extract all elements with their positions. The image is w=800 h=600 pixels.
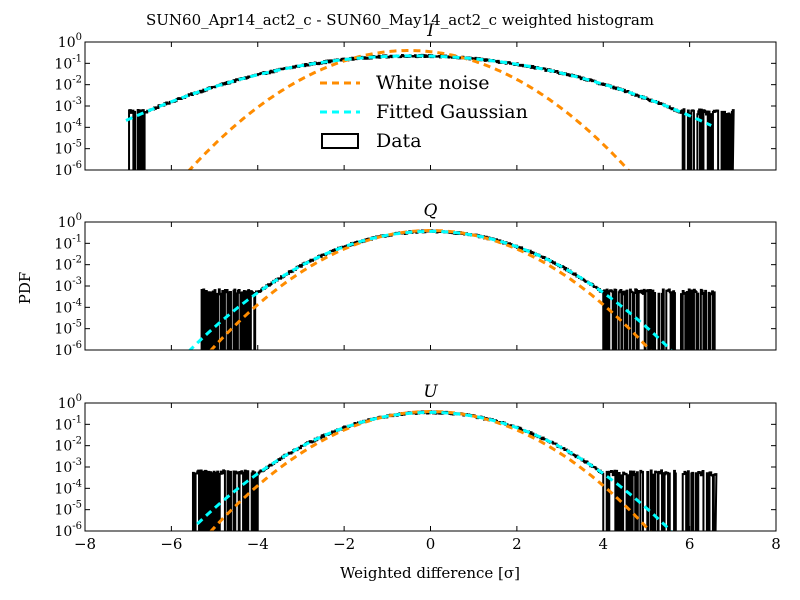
legend-item: Fitted Gaussian — [320, 101, 528, 123]
panel-title: U — [423, 382, 438, 402]
x-tick-label: 2 — [512, 535, 522, 553]
x-tick-label: 6 — [685, 535, 695, 553]
legend-swatch — [321, 133, 359, 149]
fitted-gaussian-curve — [196, 410, 673, 531]
y-tick-label: 10-4 — [54, 478, 82, 497]
fitted-gaussian-curve — [125, 54, 712, 127]
x-tick-label: −2 — [333, 535, 355, 553]
axes-frame — [84, 402, 777, 532]
y-axis-label: PDF — [16, 272, 34, 305]
data-histogram — [200, 229, 716, 350]
y-tick-label: 10-2 — [54, 436, 82, 455]
plot-area — [191, 410, 718, 531]
y-tick-label: 10-2 — [54, 75, 82, 94]
y-tick-label: 10-5 — [54, 500, 82, 519]
data-histogram — [191, 410, 718, 531]
white-noise-curve — [187, 49, 631, 170]
y-tick-label: 10-6 — [54, 340, 82, 359]
panel-title: Q — [424, 201, 438, 221]
y-tick-label: 10-2 — [54, 255, 82, 274]
fitted-gaussian-curve — [188, 229, 673, 350]
y-tick-label: 10-3 — [54, 96, 82, 115]
y-tick-label: 100 — [58, 212, 82, 231]
white-noise-curve — [209, 410, 652, 531]
y-tick-label: 10-5 — [54, 139, 82, 158]
y-tick-label: 10-3 — [54, 457, 82, 476]
y-tick-label: 10-3 — [54, 276, 82, 295]
y-tick-label: 10-1 — [54, 414, 82, 433]
x-tick-label: 4 — [598, 535, 608, 553]
panel-i: 100 10-1 10-2 10-3 10-4 10-5 10-6 I — [54, 21, 777, 179]
legend-item: Data — [321, 130, 422, 152]
plot-area — [188, 229, 716, 350]
white-noise-curve — [209, 229, 652, 350]
panel-title: I — [426, 21, 434, 41]
x-axis-label: Weighted difference [σ] — [340, 564, 520, 582]
figure-title: SUN60_Apr14_act2_c - SUN60_May14_act2_c … — [146, 11, 654, 29]
panel-q: 100 10-1 10-2 10-3 10-4 10-5 10-6 Q — [54, 201, 777, 359]
x-tick-label: 8 — [771, 535, 781, 553]
y-tick-label: 10-1 — [54, 53, 82, 72]
y-tick-label: 10-6 — [54, 160, 82, 179]
plot-area — [125, 49, 735, 170]
legend-label: White noise — [376, 72, 490, 94]
y-tick-label: 10-4 — [54, 117, 82, 136]
y-tick-label: 100 — [58, 393, 82, 412]
x-tick-label: −8 — [74, 535, 96, 553]
y-tick-label: 100 — [58, 32, 82, 51]
x-tick-label: −4 — [247, 535, 269, 553]
y-tick-label: 10-1 — [54, 233, 82, 252]
legend-item: White noise — [320, 72, 490, 94]
y-tick-label: 10-5 — [54, 319, 82, 338]
y-tick-label: 10-4 — [54, 297, 82, 316]
legend-label: Fitted Gaussian — [376, 101, 528, 123]
x-tick-label: 0 — [426, 535, 436, 553]
legend: White noise Fitted Gaussian Data — [320, 72, 528, 152]
legend-label: Data — [376, 130, 422, 152]
panels-group: 10010-110-210-310-410-510-6I10010-110-21… — [54, 21, 780, 553]
x-tick-label: −6 — [160, 535, 182, 553]
panel-u: 100 10-1 10-2 10-3 10-4 10-5 10-6−8 −6 −4 −2 0 2 4 6 8… — [54, 382, 780, 553]
y-tick-label: 10-6 — [54, 521, 82, 540]
